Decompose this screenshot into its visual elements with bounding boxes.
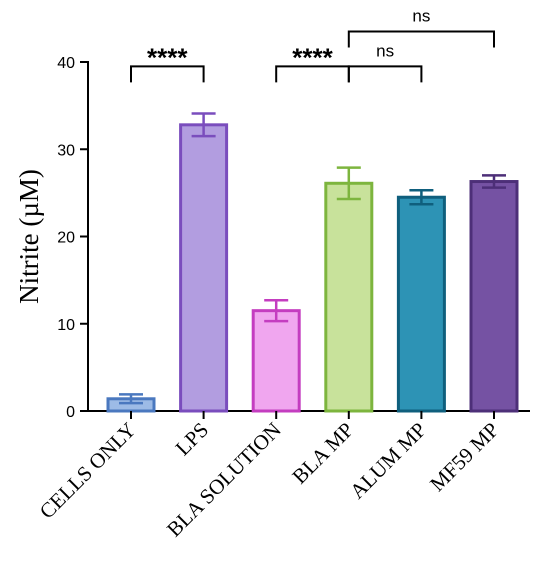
- x-category-label: ALUM MP: [345, 418, 431, 504]
- significance-bracket: [347, 30, 495, 48]
- significance-label: ****: [147, 42, 188, 72]
- significance-bracket: [347, 65, 423, 83]
- x-category-label: BLA MP: [287, 418, 358, 489]
- y-tick-label: 30: [57, 142, 75, 159]
- x-category-label: MF59 MP: [425, 418, 503, 496]
- x-category-label: CELLS ONLY: [35, 418, 141, 524]
- bar: [179, 123, 229, 413]
- y-tick-label: 0: [66, 404, 75, 421]
- significance-label: ****: [292, 42, 333, 72]
- y-tick-label: 40: [57, 55, 75, 72]
- significance-label: ns: [376, 41, 394, 60]
- x-category-label: LPS: [171, 418, 214, 461]
- bar: [469, 180, 519, 413]
- bar: [396, 195, 446, 413]
- y-tick-label: 20: [57, 230, 75, 247]
- y-axis-title: Nitrite (µM): [14, 169, 44, 304]
- significance-bracket: [130, 65, 205, 83]
- y-tick-label: 10: [57, 317, 75, 334]
- bar: [324, 181, 374, 413]
- bar: [251, 309, 301, 413]
- significance-label: ns: [412, 6, 430, 25]
